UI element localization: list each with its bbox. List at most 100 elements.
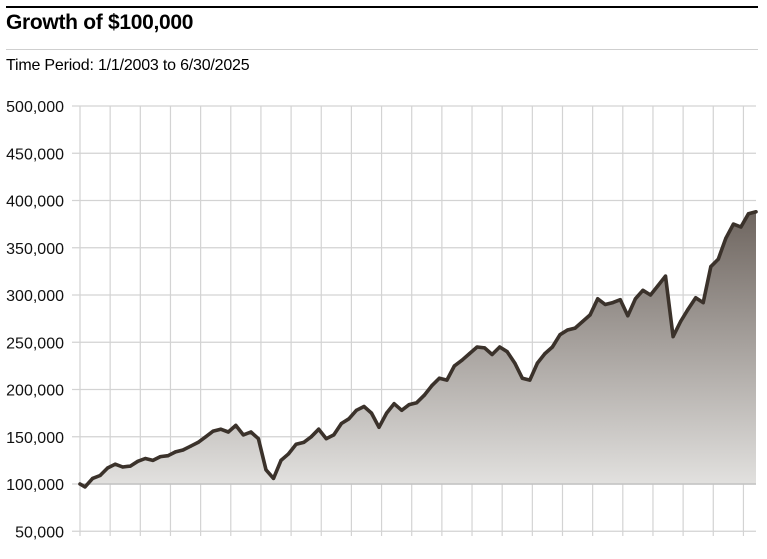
data-point <box>128 464 132 468</box>
data-point <box>686 307 690 311</box>
data-point <box>279 458 283 462</box>
data-point <box>309 435 313 439</box>
data-point <box>196 440 200 444</box>
data-point <box>581 319 585 324</box>
data-point <box>173 450 178 454</box>
data-point <box>618 298 622 302</box>
y-tick-label: 350,000 <box>6 241 64 258</box>
data-point <box>558 333 562 337</box>
y-tick-label: 300,000 <box>6 288 64 305</box>
data-point <box>339 421 343 426</box>
data-point <box>694 296 698 300</box>
data-point <box>513 361 517 365</box>
data-point <box>211 429 215 433</box>
data-point <box>452 364 456 368</box>
data-point <box>332 433 336 437</box>
data-point <box>317 427 321 431</box>
data-point <box>407 403 411 407</box>
data-point <box>121 465 125 469</box>
data-point <box>136 459 140 463</box>
data-point <box>369 411 374 415</box>
data-point <box>535 361 540 365</box>
data-point <box>422 393 426 397</box>
y-tick-label: 450,000 <box>6 146 64 163</box>
y-tick-label: 100,000 <box>6 477 64 494</box>
data-point <box>271 476 276 480</box>
data-point <box>731 222 736 226</box>
data-point <box>78 482 82 486</box>
data-point <box>415 401 419 405</box>
data-point <box>505 350 509 354</box>
data-point <box>347 417 351 421</box>
data-point <box>573 326 577 330</box>
data-point <box>565 328 570 332</box>
data-point <box>724 236 728 240</box>
data-point <box>739 225 743 229</box>
data-point <box>543 352 547 356</box>
data-point <box>498 345 502 349</box>
data-point <box>91 476 95 480</box>
data-point <box>241 433 245 437</box>
data-point <box>663 274 668 278</box>
data-point <box>467 352 472 356</box>
data-point <box>113 462 117 466</box>
data-point <box>98 473 102 478</box>
data-point <box>377 425 381 429</box>
time-period-label: Time Period: 1/1/2003 to 6/30/2025 <box>6 57 250 74</box>
data-point <box>588 313 592 317</box>
data-point <box>679 319 683 324</box>
y-tick-label: 250,000 <box>6 335 64 352</box>
data-point <box>430 384 434 388</box>
data-point <box>754 210 758 214</box>
data-point <box>354 408 358 412</box>
data-point <box>746 212 751 216</box>
data-point <box>437 376 441 380</box>
data-point <box>611 301 615 305</box>
y-tick-label: 200,000 <box>6 383 64 400</box>
data-point <box>181 448 185 452</box>
data-point <box>226 430 230 434</box>
data-point <box>656 284 660 288</box>
data-point <box>302 440 306 444</box>
data-point <box>106 466 110 470</box>
data-point <box>392 402 396 406</box>
data-point <box>490 352 494 357</box>
data-point <box>603 302 607 307</box>
data-point <box>287 452 291 456</box>
data-point <box>701 301 705 305</box>
data-point <box>264 468 268 472</box>
data-points <box>78 210 758 489</box>
growth-area <box>80 211 756 487</box>
data-point <box>626 314 630 318</box>
data-point <box>83 485 87 489</box>
data-point <box>294 442 298 446</box>
data-point <box>550 345 555 349</box>
data-point <box>475 345 479 349</box>
data-point <box>234 423 238 427</box>
chart-title: Growth of $100,000 <box>6 11 194 34</box>
data-point <box>324 437 328 441</box>
data-point <box>520 376 524 380</box>
data-point <box>671 335 675 339</box>
data-point <box>249 430 253 434</box>
data-point <box>633 297 638 301</box>
data-point <box>166 454 170 458</box>
data-point <box>143 456 147 461</box>
title-rule <box>6 6 758 8</box>
data-point <box>400 408 404 412</box>
data-point <box>528 378 532 382</box>
data-point <box>596 297 600 301</box>
y-tick-label: 150,000 <box>6 430 64 447</box>
y-tick-label: 500,000 <box>6 99 64 116</box>
data-point <box>362 404 366 409</box>
y-axis: 500,000 450,000 400,000 350,000 300,000 250,0… <box>6 99 64 541</box>
y-tick-label: 50,000 <box>15 524 64 541</box>
y-tick-label: 400,000 <box>6 194 64 211</box>
data-point <box>483 346 487 350</box>
data-point <box>460 358 464 362</box>
data-point <box>648 293 653 297</box>
data-point <box>709 265 713 269</box>
data-point <box>445 378 449 382</box>
data-point <box>641 288 645 292</box>
